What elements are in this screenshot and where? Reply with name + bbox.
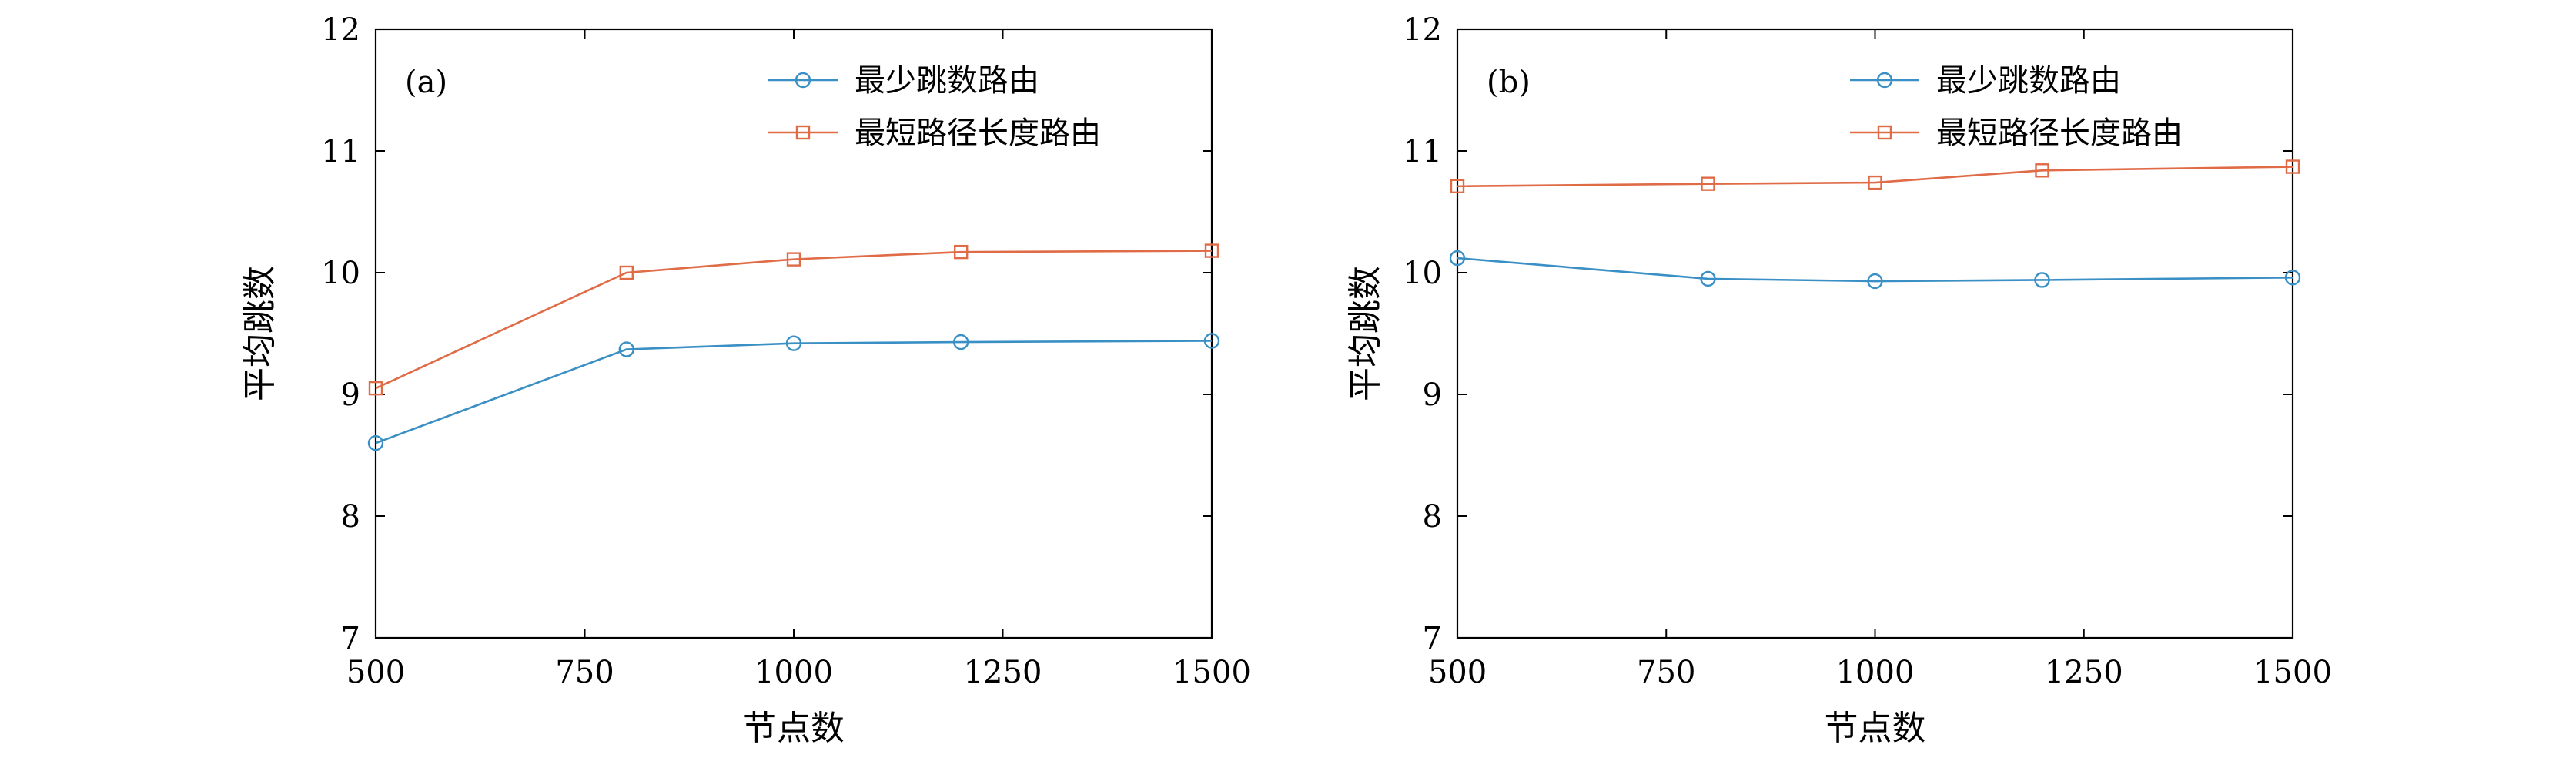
legend-item: 最短路径长度路由	[1850, 116, 2183, 151]
x-tick-label: 1250	[964, 655, 1042, 690]
legend-item: 最少跳数路由	[768, 63, 1039, 99]
legend-marker-square	[1877, 125, 1892, 140]
data-point-circle	[2284, 270, 2301, 286]
data-point-square	[953, 244, 969, 260]
y-tick-label: 8	[341, 499, 360, 535]
y-tick-label: 11	[1403, 134, 1442, 169]
x-tick-label: 1500	[2253, 655, 2332, 690]
y-tick-label: 12	[321, 12, 360, 48]
series-line	[375, 340, 1213, 444]
panel-label: (a)	[405, 65, 447, 100]
data-point-square	[786, 252, 801, 267]
data-point-square	[2035, 163, 2049, 178]
legend-label: 最少跳数路由	[1936, 63, 2121, 99]
data-point-circle	[618, 341, 634, 357]
x-tick-label: 500	[346, 655, 405, 690]
data-point-circle	[367, 435, 384, 451]
data-point-circle	[1867, 273, 1883, 290]
y-tick-label: 11	[321, 134, 360, 169]
data-point-circle	[2034, 272, 2050, 288]
series-min-hop	[367, 333, 1220, 451]
data-point-circle	[952, 334, 969, 350]
x-tick-label: 500	[1428, 655, 1487, 690]
x-axis-label: 节点数	[1825, 709, 1926, 748]
y-tick-label: 10	[321, 256, 360, 291]
legend-marker-circle	[1876, 72, 1893, 89]
x-tick-label: 1000	[754, 655, 833, 690]
x-tick-label: 750	[555, 655, 614, 690]
y-tick-label: 9	[1423, 377, 1442, 413]
legend-marker-circle	[795, 72, 811, 89]
series-shortest-path	[368, 243, 1219, 396]
y-tick-label: 7	[341, 621, 360, 656]
data-point-square	[1204, 243, 1219, 258]
legend-label: 最短路径长度路由	[1936, 116, 2183, 151]
x-tick-label: 1000	[1836, 655, 1915, 690]
legend-item: 最短路径长度路由	[768, 116, 1101, 151]
y-axis-label: 平均跳数	[240, 266, 279, 401]
panel-label: (b)	[1487, 65, 1531, 100]
data-point-square	[2285, 159, 2300, 174]
y-tick-label: 10	[1403, 256, 1442, 291]
x-axis-label: 节点数	[743, 709, 845, 748]
legend-label: 最短路径长度路由	[855, 116, 1101, 151]
data-point-circle	[785, 335, 802, 351]
data-point-circle	[1700, 270, 1716, 287]
x-tick-label: 750	[1637, 655, 1695, 690]
series-shortest-path	[1450, 159, 2300, 194]
series-line	[1457, 166, 2293, 188]
x-tick-label: 1500	[1173, 655, 1251, 690]
chart-panel-b: 500 750 1000 1250 1500 7 8 9 10 11 12 节点数 平均跳数 (b) 最少跳…	[1346, 12, 2332, 748]
legend-item: 最少跳数路由	[1850, 63, 2121, 99]
series-line	[1457, 257, 2293, 283]
legend-marker-square	[795, 125, 811, 140]
y-tick-label: 9	[341, 377, 360, 413]
chart-panel-a: 500 750 1000 1250 1500 7 8 9 10 11 12 节点数 平均跳数 (a) 最少跳…	[240, 12, 1251, 748]
x-tick-label: 1250	[2045, 655, 2123, 690]
data-point-circle	[1203, 333, 1220, 349]
y-tick-label: 12	[1403, 12, 1442, 48]
data-point-square	[368, 381, 383, 396]
data-point-circle	[1449, 250, 1466, 267]
series-min-hop	[1449, 250, 2301, 290]
data-point-square	[619, 265, 634, 280]
y-tick-label: 7	[1423, 621, 1442, 656]
data-point-square	[1868, 175, 1882, 190]
data-point-square	[1450, 179, 1465, 194]
y-axis-label: 平均跳数	[1346, 266, 1385, 401]
y-tick-label: 8	[1423, 499, 1442, 535]
series-line	[375, 250, 1213, 390]
legend-label: 最少跳数路由	[855, 63, 1039, 99]
data-point-square	[1701, 176, 1715, 191]
